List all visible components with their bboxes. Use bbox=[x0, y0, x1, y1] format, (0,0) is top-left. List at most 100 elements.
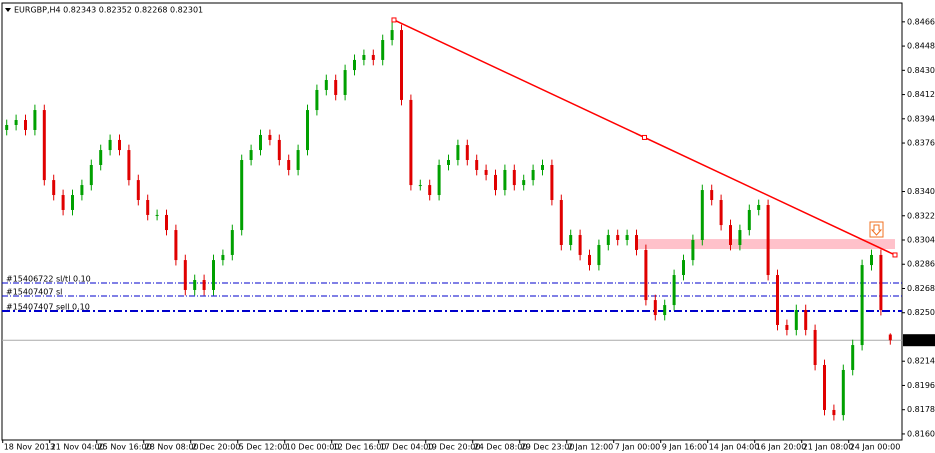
candle-body bbox=[71, 195, 74, 210]
trendline-handle bbox=[391, 17, 397, 23]
y-tick-label: 0.83225 bbox=[907, 211, 935, 220]
candle-body bbox=[785, 324, 789, 330]
candle-body bbox=[823, 364, 826, 410]
y-tick-label: 0.84305 bbox=[907, 66, 935, 75]
candle-body bbox=[268, 134, 272, 140]
x-tick-label: 18 Nov 2013 bbox=[4, 443, 55, 452]
candle-body bbox=[259, 134, 262, 151]
order-label: #15407407 sell 0.10 bbox=[6, 302, 90, 311]
candle-body bbox=[437, 164, 441, 196]
candle-body bbox=[334, 80, 338, 95]
candle-body bbox=[635, 235, 638, 250]
candle-body bbox=[390, 30, 394, 41]
x-tick-label: 10 Dec 00:00 bbox=[286, 443, 340, 452]
candle-body bbox=[193, 280, 197, 290]
candle-body bbox=[616, 235, 620, 241]
x-tick-label: 2 Dec 20:00 bbox=[192, 443, 241, 452]
candle-body bbox=[33, 110, 37, 130]
candle-body bbox=[287, 160, 291, 170]
candle-body bbox=[484, 169, 488, 175]
x-tick-label: 2 Jan 12:00 bbox=[568, 443, 614, 452]
candle-body bbox=[127, 150, 131, 181]
candle-body bbox=[315, 89, 319, 111]
candle-body bbox=[653, 300, 657, 316]
candle-body bbox=[61, 195, 65, 210]
candle-body bbox=[606, 235, 610, 245]
x-tick-label: 7 Jan 00:00 bbox=[615, 443, 661, 452]
candle-body bbox=[813, 329, 817, 365]
candle-body bbox=[240, 160, 244, 231]
x-tick-label: 9 Jan 16:00 bbox=[662, 443, 708, 452]
candle-body bbox=[597, 244, 601, 266]
price-label-box bbox=[903, 334, 935, 347]
candle-body bbox=[89, 164, 93, 186]
y-tick-label: 0.83765 bbox=[907, 139, 935, 148]
candle-body bbox=[296, 150, 300, 170]
candle-body bbox=[700, 190, 704, 241]
candle-body bbox=[343, 70, 347, 95]
candle-body bbox=[165, 214, 168, 231]
candle-body bbox=[371, 54, 375, 60]
candle-body bbox=[212, 260, 215, 290]
candle-body bbox=[747, 209, 751, 231]
candle-body bbox=[362, 54, 366, 60]
candle-body bbox=[456, 145, 460, 161]
candle-body bbox=[512, 169, 516, 186]
trendline-handle bbox=[892, 252, 898, 258]
candle-body bbox=[465, 145, 469, 161]
y-tick-label: 0.81605 bbox=[907, 429, 935, 438]
order-label: #15406722 sl/tl 0.10 bbox=[6, 274, 91, 283]
x-tick-label: 14 Jan 04:00 bbox=[709, 443, 760, 452]
candle-body bbox=[24, 120, 27, 130]
candle-body bbox=[588, 254, 591, 266]
candle-body bbox=[108, 139, 112, 151]
candle-body bbox=[306, 110, 309, 151]
x-tick-label: 12 Dec 16:00 bbox=[333, 443, 387, 452]
candle-body bbox=[729, 225, 732, 245]
candle-body bbox=[776, 275, 779, 325]
candle-body bbox=[719, 200, 723, 226]
candle-body bbox=[860, 265, 864, 346]
candle-body bbox=[569, 235, 573, 245]
candle-body bbox=[663, 305, 667, 316]
candle-body bbox=[888, 334, 892, 341]
x-tick-label: 24 Jan 00:00 bbox=[850, 443, 901, 452]
candle-body bbox=[428, 185, 432, 196]
y-tick-label: 0.83045 bbox=[907, 236, 935, 245]
candle-body bbox=[155, 214, 159, 216]
candle-body bbox=[766, 204, 770, 276]
x-tick-label: 29 Dec 23:00 bbox=[521, 443, 575, 452]
candle-body bbox=[804, 310, 808, 330]
candle-body bbox=[794, 310, 798, 330]
x-tick-label: 19 Dec 20:00 bbox=[427, 443, 481, 452]
candle-body bbox=[475, 160, 479, 170]
candle-body bbox=[230, 230, 234, 255]
x-tick-label: 25 Nov 16:00 bbox=[98, 443, 152, 452]
x-tick-label: 21 Jan 08:00 bbox=[803, 443, 854, 452]
candle-body bbox=[738, 230, 742, 245]
y-tick-label: 0.83945 bbox=[907, 114, 935, 123]
candle-body bbox=[841, 369, 845, 416]
candle-body bbox=[503, 169, 507, 191]
candle-body bbox=[879, 254, 883, 311]
candle-body bbox=[42, 110, 46, 181]
plot-frame bbox=[1, 2, 903, 441]
candle-body bbox=[324, 80, 328, 90]
candle-body bbox=[202, 280, 206, 290]
y-tick-label: 0.81965 bbox=[907, 381, 935, 390]
price-label: 0.82301 bbox=[906, 336, 935, 345]
y-tick-label: 0.82505 bbox=[907, 308, 935, 317]
candle-body bbox=[418, 185, 422, 187]
candle-body bbox=[682, 260, 685, 276]
x-tick-label: 17 Dec 04:00 bbox=[380, 443, 434, 452]
candle-body bbox=[136, 180, 140, 201]
y-tick-label: 0.81785 bbox=[907, 405, 935, 414]
y-tick-label: 0.84485 bbox=[907, 42, 935, 51]
menu-arrow[interactable] bbox=[5, 8, 11, 12]
candle-body bbox=[691, 240, 695, 261]
candle-body bbox=[249, 150, 253, 161]
candle-body bbox=[99, 150, 103, 165]
candle-body bbox=[870, 254, 873, 266]
order-label: #15407407 sl bbox=[6, 288, 62, 297]
